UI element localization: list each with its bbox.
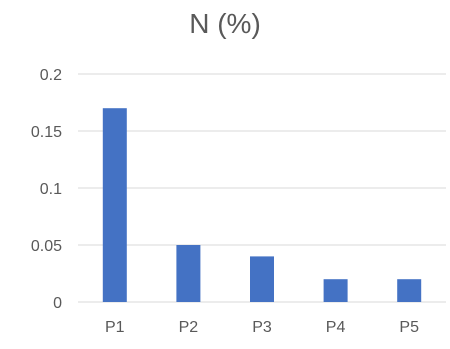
x-tick-label: P2 bbox=[179, 319, 199, 336]
y-axis: 0 0.05 0.1 0.15 0.2 bbox=[31, 67, 62, 312]
x-axis: P1 P2 P3 P4 P5 bbox=[105, 319, 419, 336]
gridlines bbox=[78, 73, 446, 303]
x-tick-label: P1 bbox=[105, 319, 125, 336]
bar-p3 bbox=[250, 256, 274, 302]
y-tick-label: 0.15 bbox=[31, 124, 62, 141]
bar-p4 bbox=[323, 279, 348, 302]
chart-title: N (%) bbox=[189, 8, 261, 39]
y-tick-label: 0.05 bbox=[31, 238, 62, 255]
bar-p2 bbox=[176, 245, 201, 302]
y-tick-label: 0.2 bbox=[40, 67, 62, 84]
bar-p1 bbox=[102, 108, 127, 302]
x-tick-label: P5 bbox=[399, 319, 419, 336]
y-tick-label: 0.1 bbox=[40, 181, 62, 198]
bars bbox=[102, 108, 422, 302]
x-tick-label: P3 bbox=[252, 319, 272, 336]
y-tick-label: 0 bbox=[53, 295, 62, 312]
x-tick-label: P4 bbox=[326, 319, 346, 336]
bar-p5 bbox=[397, 279, 422, 302]
